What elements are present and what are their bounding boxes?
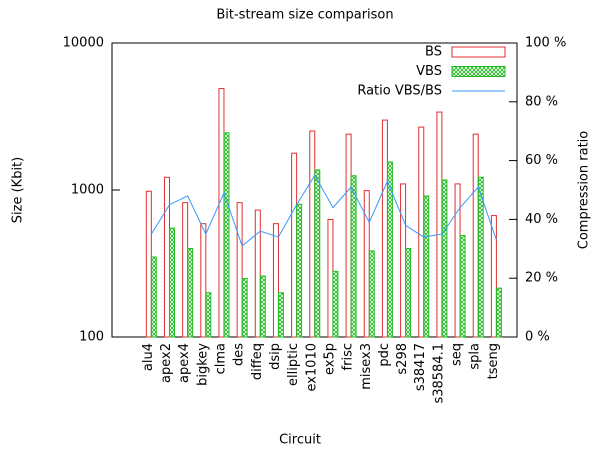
ratio-line (150, 174, 497, 247)
bar (436, 111, 443, 338)
bar (495, 287, 502, 338)
x-tick-label: apex4 (177, 343, 192, 383)
x-axis-label: Circuit (279, 433, 321, 448)
y2-axis-label: Compression ratio (577, 131, 592, 250)
x-tick-label: des (232, 343, 247, 366)
x-tick-label: dsip (268, 343, 283, 370)
bar (296, 203, 303, 338)
bar (405, 247, 412, 338)
bar (314, 169, 321, 338)
legend-label: VBS (416, 64, 442, 79)
bar (327, 218, 334, 338)
x-tick-label: misex3 (359, 343, 374, 390)
y2-tick-label: 60 % (525, 153, 558, 168)
bar (182, 202, 189, 338)
bar (309, 130, 316, 338)
legend-swatch (451, 66, 506, 77)
x-tick-label: ex5p (322, 343, 337, 375)
bar (350, 175, 357, 338)
bar (381, 119, 388, 338)
legend-swatch (451, 46, 506, 58)
x-tick-label: diffeq (250, 343, 265, 380)
y-axis-label: Size (Kbit) (11, 157, 26, 223)
bar (200, 223, 207, 338)
bar (168, 227, 175, 338)
x-tick-label: spla (468, 343, 483, 370)
bar (345, 133, 352, 338)
bar (472, 133, 479, 338)
x-tick-label: s298 (395, 343, 410, 375)
x-tick-label: frisc (341, 343, 356, 370)
bar (277, 292, 284, 338)
x-tick-label: clma (213, 343, 228, 374)
bar (272, 223, 279, 338)
bar (150, 256, 157, 338)
x-tick-label: apex2 (159, 343, 174, 383)
bar (400, 183, 407, 338)
bar (223, 132, 230, 338)
bar (236, 202, 243, 338)
x-tick-label: pdc (377, 343, 392, 367)
x-tick-label: s38584.1 (431, 343, 446, 404)
bar (418, 126, 425, 338)
legend-label: Ratio VBS/BS (357, 84, 442, 99)
bar (423, 195, 430, 338)
bar (490, 215, 497, 338)
bar (454, 183, 461, 338)
chart-title: Bit-stream size comparison (216, 8, 393, 23)
bar (205, 292, 212, 338)
bar (163, 176, 170, 338)
y-tick-label: 10000 (63, 36, 104, 51)
y2-tick-label: 20 % (525, 271, 558, 286)
bar (187, 247, 194, 338)
x-tick-label: s38417 (413, 343, 428, 391)
y2-tick-label: 40 % (525, 212, 558, 227)
bar (291, 152, 298, 338)
bar (368, 250, 375, 338)
y-tick-label: 1000 (71, 183, 104, 198)
y2-tick-label: 0 % (525, 330, 550, 345)
bar (218, 88, 225, 338)
y2-tick-label: 80 % (525, 94, 558, 109)
bar (241, 278, 248, 338)
bar (477, 176, 484, 338)
bar (386, 161, 393, 338)
y-tick-label: 100 (79, 330, 104, 345)
bar (363, 190, 370, 338)
legend-label: BS (425, 45, 442, 60)
bar (459, 235, 466, 338)
bar (145, 190, 152, 338)
y2-tick-label: 100 % (525, 36, 566, 51)
bar (332, 270, 339, 338)
x-tick-label: ex1010 (304, 343, 319, 392)
bar (441, 179, 448, 338)
bar (259, 275, 266, 338)
x-tick-label: seq (450, 343, 465, 366)
x-tick-label: elliptic (286, 343, 301, 386)
x-tick-label: alu4 (141, 343, 156, 371)
x-tick-label: tseng (486, 343, 501, 379)
x-tick-label: bigkey (195, 343, 210, 386)
bar (254, 209, 261, 338)
